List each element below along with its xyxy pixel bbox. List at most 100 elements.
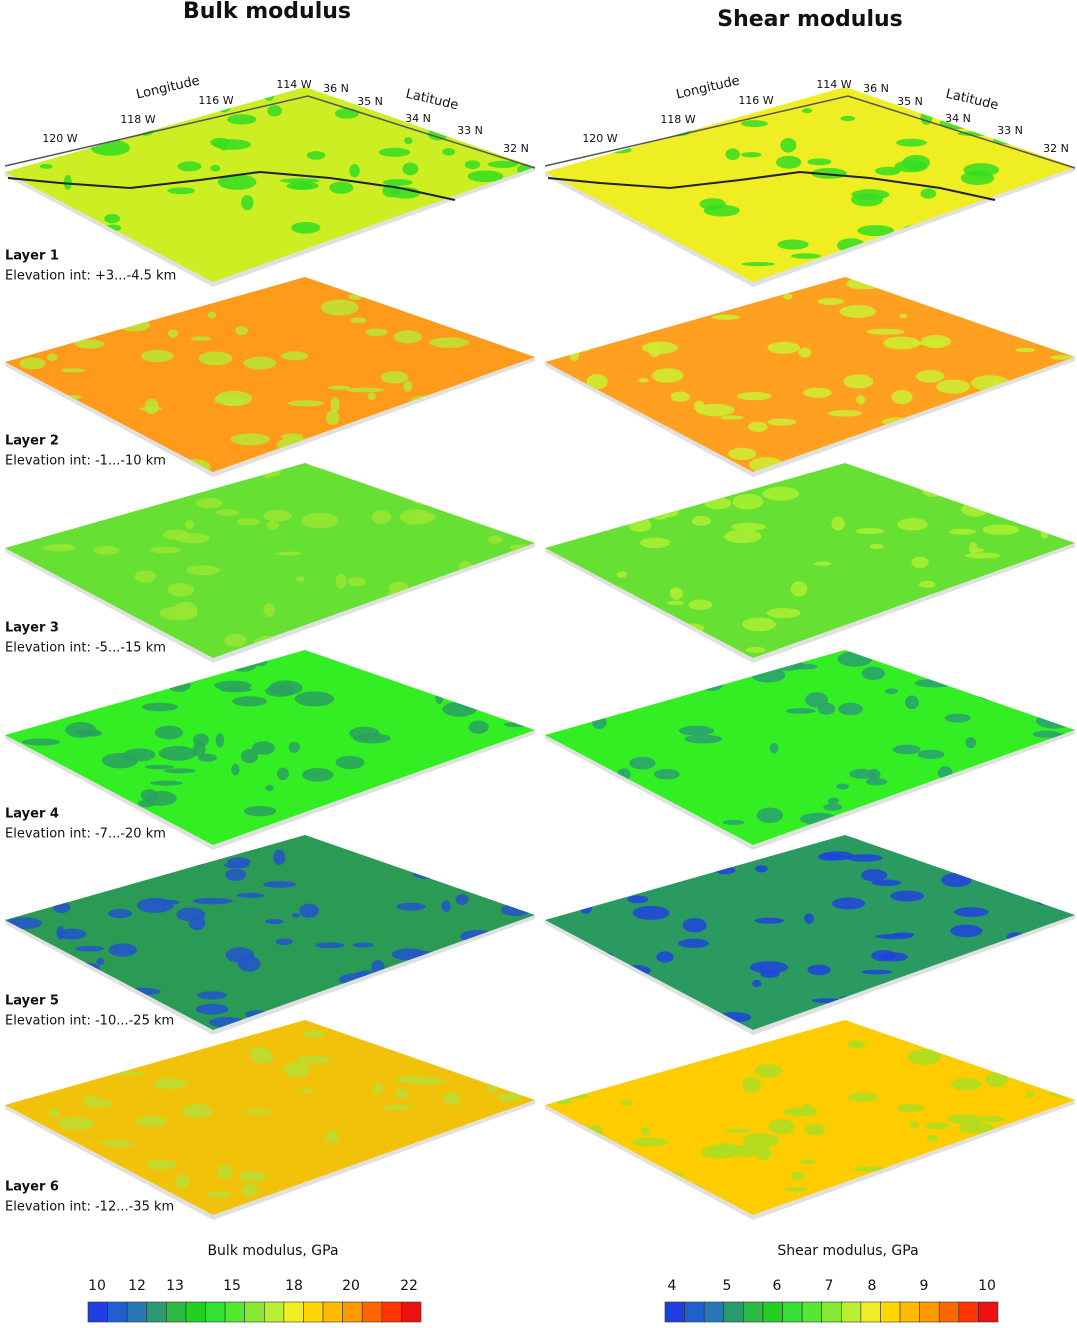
map-surface	[545, 463, 1075, 658]
map-patch	[477, 277, 516, 286]
map-patch	[798, 347, 812, 358]
map-patch	[192, 897, 233, 905]
map-patch	[141, 349, 174, 363]
map-patch	[482, 1026, 511, 1030]
map-patch	[762, 662, 773, 671]
map-patch	[853, 1166, 886, 1172]
map-patch	[162, 529, 190, 540]
map-patch	[637, 378, 649, 383]
map-patch	[66, 297, 88, 303]
map-patch	[860, 869, 888, 882]
map-patch	[134, 570, 157, 583]
map-patch	[956, 1020, 994, 1028]
map-patch	[807, 158, 832, 166]
map-patch	[298, 1088, 314, 1093]
colorbar-swatch	[205, 1301, 226, 1323]
map-patch	[722, 820, 745, 826]
map-patch	[83, 1095, 101, 1101]
map-patch	[618, 804, 646, 816]
map-patch	[762, 486, 800, 501]
colorbar-swatch	[146, 1301, 167, 1323]
map-patch	[732, 493, 763, 510]
map-patch	[896, 1104, 925, 1113]
map-patch	[1016, 412, 1046, 427]
map-patch	[1009, 589, 1030, 603]
colorbar-swatch	[684, 1301, 705, 1323]
map-patch	[455, 894, 469, 905]
map-patch	[643, 642, 680, 658]
map-patch	[329, 826, 362, 839]
map-patch	[281, 351, 309, 361]
map-patch	[412, 496, 440, 506]
map-patch	[378, 147, 411, 157]
map-patch	[596, 677, 610, 684]
map-patch	[957, 981, 996, 989]
map-patch	[207, 311, 216, 319]
map-patch	[33, 1130, 42, 1145]
map-patch	[587, 650, 604, 656]
map-patch	[760, 969, 780, 978]
map-patch	[12, 575, 29, 583]
map-patch	[518, 127, 535, 133]
map-patch	[978, 581, 990, 589]
map-edge	[5, 915, 535, 1035]
map-patch	[467, 632, 487, 642]
map-patch	[219, 687, 253, 693]
map-patch	[182, 1103, 213, 1119]
map-patch	[1025, 1091, 1035, 1098]
map-patch	[586, 1042, 601, 1058]
colorbar-tick: 15	[223, 1278, 241, 1294]
map-patch	[804, 913, 814, 924]
map-patch	[1017, 835, 1049, 842]
map-patch	[747, 421, 768, 433]
map-patch	[265, 918, 284, 925]
map-patch	[485, 1085, 497, 1093]
map-patch	[916, 609, 927, 622]
map-patch	[352, 942, 374, 948]
map-patch	[813, 561, 832, 567]
map-patch	[925, 1122, 950, 1130]
map-patch	[46, 353, 58, 362]
map-patch	[975, 590, 1006, 603]
map-patch	[648, 682, 658, 690]
map-patch	[236, 892, 265, 898]
map-patch	[783, 293, 793, 300]
map-patch	[64, 289, 75, 300]
map-patch	[441, 900, 451, 912]
map-patch	[42, 599, 77, 609]
map-patch	[1046, 1021, 1065, 1033]
map-patch	[1027, 1003, 1062, 1016]
map-patch	[777, 840, 809, 845]
map-patch	[7, 1125, 31, 1137]
map-surface	[5, 463, 535, 658]
map-patch	[926, 1134, 938, 1142]
map-patch	[755, 1146, 772, 1161]
colorbar-swatch	[126, 1301, 148, 1323]
longitude-label: Longitude	[675, 73, 741, 102]
latitude-tick: 35 N	[897, 95, 923, 108]
map-patch	[1005, 1063, 1038, 1080]
map-patch	[158, 746, 197, 761]
map-patch	[987, 633, 1015, 649]
latitude-label: Latitude	[944, 87, 1000, 114]
map-patch	[325, 1130, 339, 1144]
map-patch	[578, 501, 607, 513]
map-patch	[241, 195, 254, 211]
map-patch	[420, 251, 432, 266]
map-patch	[548, 381, 557, 392]
map-patch	[279, 178, 320, 184]
map-patch	[891, 389, 913, 405]
map-patch	[241, 1184, 259, 1197]
map-patch	[371, 827, 389, 833]
map-patch	[365, 328, 388, 337]
map-patch	[640, 537, 671, 549]
map-patch	[395, 1075, 425, 1083]
map-patch	[768, 1119, 795, 1135]
map-patch	[921, 482, 945, 497]
map-patch	[839, 305, 876, 318]
map-patch	[58, 928, 87, 940]
colorbar-swatch	[723, 1301, 744, 1323]
map-patch	[790, 253, 821, 259]
map-patch	[545, 788, 577, 796]
map-patch	[358, 441, 373, 449]
